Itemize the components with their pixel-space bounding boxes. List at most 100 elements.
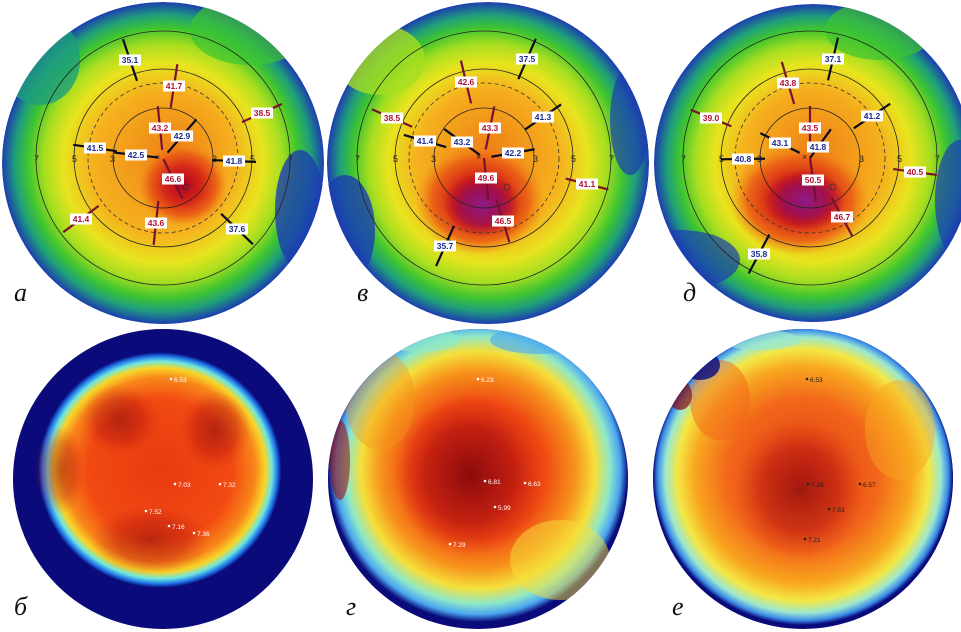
measure-point	[858, 482, 862, 486]
axis-tick-label: 5	[393, 154, 398, 164]
curvature-value: 46.5	[495, 216, 512, 226]
curvature-value: 41.8	[226, 156, 243, 166]
curvature-value: 42.5	[128, 150, 145, 160]
axis-tick-label: 3	[859, 154, 864, 164]
value-box	[226, 223, 248, 235]
curvature-value: 46.6	[165, 174, 182, 184]
curvature-value: 37.5	[519, 54, 536, 64]
value-box	[145, 217, 167, 229]
panel-label-d: д	[683, 278, 697, 307]
axis-tick-label: 7	[681, 154, 686, 164]
value-box	[479, 122, 501, 134]
curvature-value: 43.3	[482, 123, 499, 133]
curvature-value: 40.8	[735, 154, 752, 164]
overlay-v: × 7 5 3 3 5 7 37.5 42.6 38.5 41.3 43.3 41.4 43.2 42.2 4…	[355, 30, 614, 286]
measure-point	[448, 542, 452, 546]
measure-point	[483, 479, 487, 483]
curvature-value: 43.1	[772, 138, 789, 148]
value-box	[831, 211, 853, 223]
curvature-value: 41.7	[166, 81, 183, 91]
thickness-value: 7.53	[832, 507, 845, 514]
curvature-value: 43.5	[802, 123, 819, 133]
axis-tick-label: 3	[533, 154, 538, 164]
curvature-value: 43.8	[780, 78, 797, 88]
curvature-value: 41.3	[535, 112, 552, 122]
value-box	[769, 137, 791, 149]
curvature-value: 43.6	[148, 218, 165, 228]
center-cross: ×	[802, 152, 807, 162]
thickness-value: 7.36	[197, 531, 210, 538]
axis-tick-label: 7	[935, 154, 940, 164]
curvature-value: 50.5	[805, 175, 822, 185]
panel-label-g: г	[346, 592, 357, 621]
curvature-value: 41.4	[73, 214, 90, 224]
ring-mid	[73, 68, 253, 248]
points-g: 6.23 6.63 6.81 5.99 7.29	[448, 377, 541, 549]
thickness-value: 7.29	[453, 542, 466, 549]
curvature-value: 35.8	[751, 249, 768, 259]
curvature-value: 35.1	[122, 55, 139, 65]
curvature-value: 42.9	[174, 131, 191, 141]
ring-mid	[394, 68, 574, 248]
measure-point	[167, 524, 171, 528]
curvature-value: 49.6	[478, 173, 495, 183]
curvature-value: 43.2	[152, 123, 169, 133]
value-box	[732, 153, 754, 165]
measure-point	[192, 531, 196, 535]
curvature-value: 37.1	[825, 54, 842, 64]
ring-mid	[720, 68, 900, 248]
value-box	[516, 53, 538, 65]
apex-marker	[503, 183, 511, 191]
curvature-value: 41.8	[810, 142, 827, 152]
measure-point	[523, 481, 527, 485]
measure-point	[144, 509, 148, 513]
thickness-value: 5.99	[498, 505, 511, 512]
points-b: 6.53 7.32 7.03 7.52 7.16 7.36	[144, 377, 236, 538]
value-box	[492, 215, 514, 227]
curvature-value: 40.5	[907, 167, 924, 177]
value-box	[171, 130, 193, 142]
value-box	[748, 248, 770, 260]
measure-point	[218, 482, 222, 486]
curvature-value: 46.7	[834, 212, 851, 222]
topo-map-v	[327, 2, 649, 324]
thickness-value: 6.57	[863, 482, 876, 489]
measure-point	[806, 482, 810, 486]
ring-inner	[433, 107, 535, 209]
thickness-value: 6.53	[810, 377, 823, 384]
curvature-value: 42.6	[458, 77, 475, 87]
overlay-d: ×75335737.143.839.041.243.543.141.840.85…	[681, 30, 940, 286]
axis-tick-label: 5	[571, 154, 576, 164]
value-box	[84, 142, 106, 154]
panel-label-e: е	[672, 592, 684, 621]
value-box	[149, 122, 171, 134]
axis-tick-label: 3	[212, 154, 217, 164]
measure-point	[493, 505, 497, 509]
ring-outer	[356, 30, 612, 286]
panel-label-b: б	[14, 592, 28, 621]
value-box	[576, 178, 598, 190]
axis-tick-label: 3	[431, 154, 436, 164]
value-box	[807, 141, 829, 153]
curvature-value: 39.0	[703, 113, 720, 123]
overlay-a: ×75335735.141.738.543.242.941.542.541.84…	[34, 30, 293, 286]
axis-tick-label: 7	[609, 154, 614, 164]
thickness-value: 6.63	[528, 481, 541, 488]
ring-inner	[112, 107, 214, 209]
axis-tick-label: 5	[897, 154, 902, 164]
value-box	[777, 77, 799, 89]
value-box	[414, 135, 436, 147]
center-cross: ×	[476, 152, 481, 162]
curvature-value: 35.7	[437, 241, 454, 251]
thickness-value: 7.28	[811, 482, 824, 489]
value-box	[119, 54, 141, 66]
value-box	[451, 136, 473, 148]
value-box	[381, 112, 403, 124]
thickness-value: 7.03	[178, 482, 191, 489]
heat-map-b	[13, 329, 313, 629]
value-box	[861, 110, 883, 122]
thickness-value: 7.21	[808, 537, 821, 544]
measure-point	[169, 377, 173, 381]
axis-tick-label: 3	[110, 154, 115, 164]
